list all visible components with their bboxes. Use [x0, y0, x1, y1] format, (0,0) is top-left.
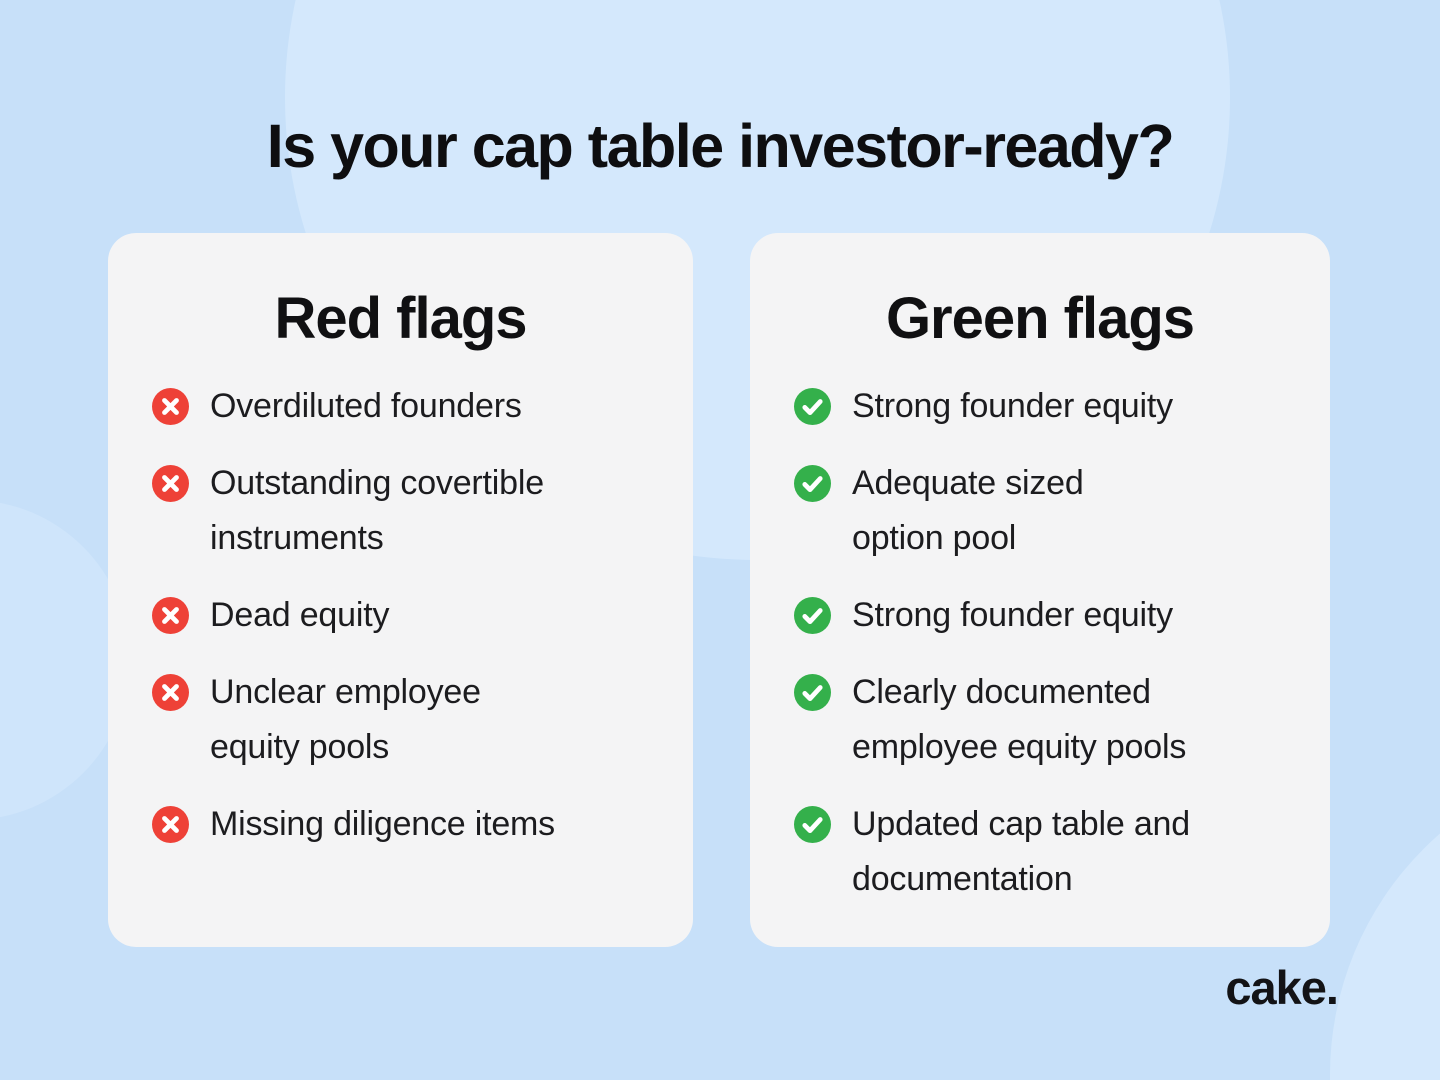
- red-flags-card: Red flags Overdiluted founders Outstandi…: [108, 233, 693, 947]
- cross-icon: [152, 597, 189, 634]
- check-icon: [794, 465, 831, 502]
- cross-icon: [152, 806, 189, 843]
- red-flags-list: Overdiluted founders Outstanding coverti…: [108, 379, 693, 852]
- list-item: Missing diligence items: [152, 797, 653, 852]
- check-icon: [794, 806, 831, 843]
- list-item: Outstanding covertible instruments: [152, 456, 653, 566]
- flag-item-label: Overdiluted founders: [210, 387, 522, 425]
- flag-item-label: Dead equity: [210, 596, 390, 634]
- green-flags-card: Green flags Strong founder equity Adequa…: [750, 233, 1330, 947]
- cross-icon: [152, 674, 189, 711]
- flag-item-label: Updated cap table and documentation: [852, 805, 1190, 898]
- flag-item-label: Adequate sized option pool: [852, 464, 1084, 557]
- flag-item-label: Strong founder equity: [852, 596, 1173, 634]
- list-item: Clearly documented employee equity pools: [794, 665, 1290, 775]
- background-blob-bottom-right: [1330, 755, 1440, 1080]
- flag-item-label: Missing diligence items: [210, 805, 555, 843]
- flag-item-label: Outstanding covertible instruments: [210, 464, 544, 557]
- list-item: Adequate sized option pool: [794, 456, 1290, 566]
- list-item: Strong founder equity: [794, 379, 1290, 434]
- cross-icon: [152, 465, 189, 502]
- cake-logo: cake.: [1225, 961, 1339, 1014]
- page-title: Is your cap table investor-ready?: [266, 112, 1175, 180]
- list-item: Overdiluted founders: [152, 379, 653, 434]
- flag-item-label: Strong founder equity: [852, 387, 1173, 425]
- green-flags-heading: Green flags: [885, 286, 1195, 351]
- flag-item-label: Clearly documented employee equity pools: [852, 673, 1187, 766]
- list-item: Strong founder equity: [794, 588, 1290, 643]
- check-icon: [794, 674, 831, 711]
- check-icon: [794, 597, 831, 634]
- list-item: Unclear employee equity pools: [152, 665, 653, 775]
- cross-icon: [152, 388, 189, 425]
- list-item: Dead equity: [152, 588, 653, 643]
- list-item: Updated cap table and documentation: [794, 797, 1290, 907]
- green-flags-list: Strong founder equity Adequate sized opt…: [750, 379, 1330, 907]
- check-icon: [794, 388, 831, 425]
- red-flags-heading: Red flags: [274, 286, 527, 351]
- flag-item-label: Unclear employee equity pools: [210, 673, 481, 766]
